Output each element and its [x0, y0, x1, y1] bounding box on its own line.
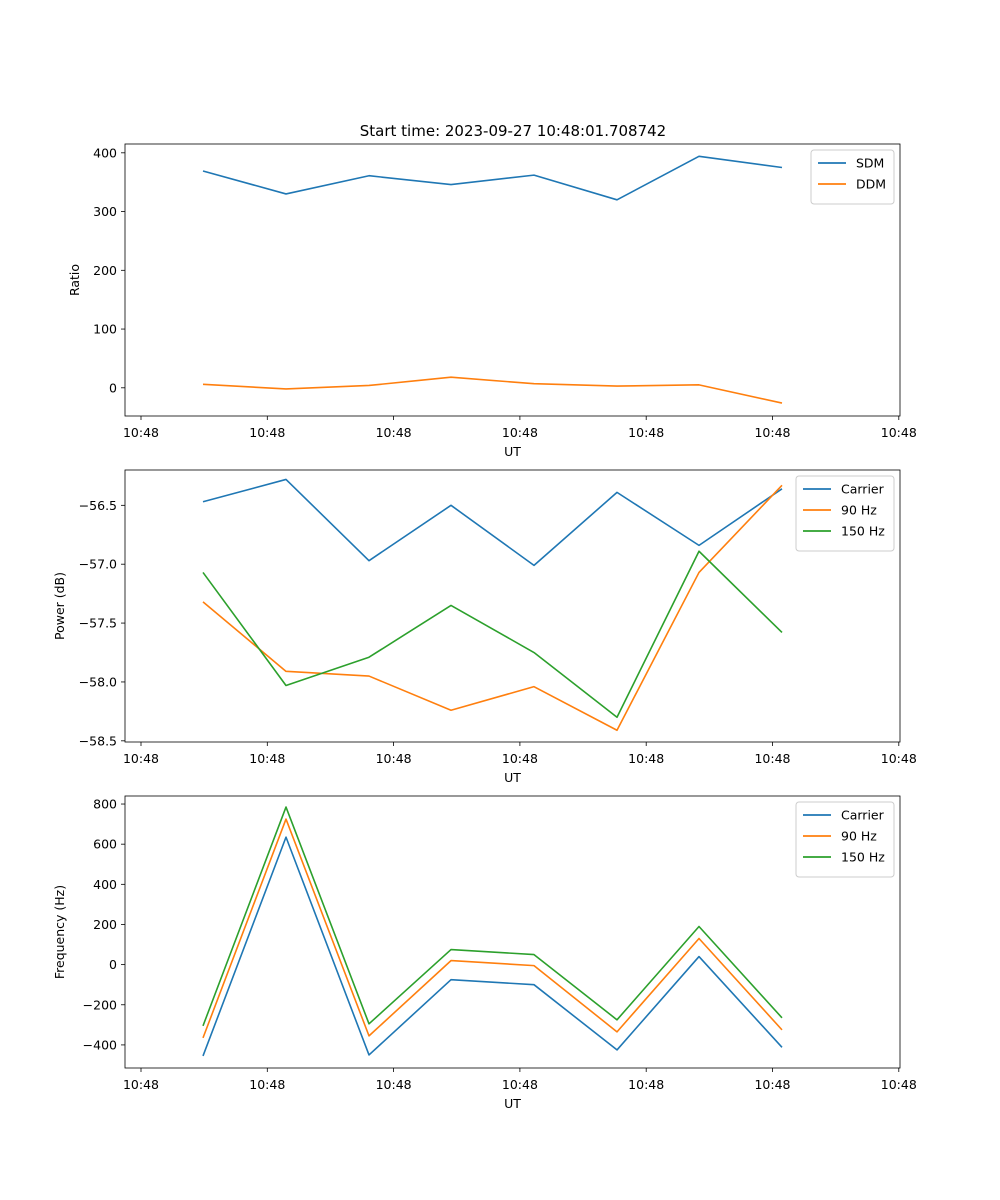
y-axis-label: Power (dB) [52, 572, 67, 640]
y-tick-label: 600 [93, 837, 117, 852]
chart-panel-2: 10:48 10:48 10:48 10:48 10:48 10:48 10:48 −58.5… [52, 469, 917, 785]
series-line-90-hz [202, 818, 783, 1039]
axes-frame [124, 469, 901, 743]
y-tick-label: 400 [93, 877, 117, 892]
x-tick-label: 10:48 [628, 1077, 664, 1092]
series-line-carrier [202, 478, 783, 567]
x-tick-label: 10:48 [376, 751, 412, 766]
legend: SDM DDM [810, 149, 895, 205]
legend-label: 150 Hz [841, 524, 885, 539]
y-tick-label: 100 [93, 322, 117, 337]
y-tick-label: −400 [83, 1037, 117, 1052]
y-axis-label: Ratio [67, 264, 82, 296]
x-tick-label: 10:48 [249, 1077, 285, 1092]
series-line-150-hz [202, 550, 783, 719]
x-tick-label: 10:48 [754, 1077, 790, 1092]
chart-panel-3: 10:48 10:48 10:48 10:48 10:48 10:48 10:48 −400 −… [52, 795, 917, 1111]
y-tick-label: 400 [93, 145, 117, 160]
y-tick-label: 200 [93, 917, 117, 932]
y-tick-label: −58.5 [79, 733, 117, 748]
x-tick-label: 10:48 [881, 425, 917, 440]
legend-label: SDM [856, 156, 884, 171]
x-axis-label: UT [504, 1096, 521, 1111]
y-tick-label: 200 [93, 263, 117, 278]
legend-label: DDM [856, 177, 886, 192]
legend-box [795, 475, 895, 552]
legend: Carrier 90 Hz 150 Hz [795, 475, 895, 552]
legend-box [795, 801, 895, 878]
series-line-sdm [202, 155, 783, 201]
y-tick-label: −56.5 [79, 498, 117, 513]
legend-label: 150 Hz [841, 850, 885, 865]
x-tick-label: 10:48 [881, 1077, 917, 1092]
chart-panel-1: 10:48 10:48 10:48 10:48 10:48 10:48 10:48 0 100 2… [67, 143, 917, 459]
y-tick-label: −57.0 [79, 557, 117, 572]
x-axis-label: UT [504, 444, 521, 459]
x-axis-label: UT [504, 770, 521, 785]
legend: Carrier 90 Hz 150 Hz [795, 801, 895, 878]
y-tick-label: 0 [109, 957, 117, 972]
axes-frame [124, 795, 901, 1069]
x-tick-label: 10:48 [502, 425, 538, 440]
series-line-150-hz [202, 806, 783, 1027]
x-tick-label: 10:48 [123, 1077, 159, 1092]
legend-label: Carrier [841, 482, 885, 497]
legend-label: 90 Hz [841, 829, 877, 844]
x-tick-label: 10:48 [249, 751, 285, 766]
y-tick-label: −57.5 [79, 616, 117, 631]
series-line-90-hz [202, 484, 783, 732]
x-tick-label: 10:48 [502, 1077, 538, 1092]
figure-title: Start time: 2023-09-27 10:48:01.708742 [360, 122, 666, 140]
legend-label: Carrier [841, 808, 885, 823]
series-line-carrier [202, 836, 783, 1057]
x-tick-label: 10:48 [628, 425, 664, 440]
y-tick-label: 0 [109, 380, 117, 395]
x-tick-label: 10:48 [123, 751, 159, 766]
x-tick-label: 10:48 [628, 751, 664, 766]
legend-label: 90 Hz [841, 503, 877, 518]
y-tick-label: −200 [83, 997, 117, 1012]
x-tick-label: 10:48 [249, 425, 285, 440]
x-tick-label: 10:48 [754, 425, 790, 440]
y-tick-label: 300 [93, 204, 117, 219]
charts-container: 10:48 10:48 10:48 10:48 10:48 10:48 10:48 0 100 2… [52, 143, 917, 1111]
x-tick-label: 10:48 [502, 751, 538, 766]
x-tick-label: 10:48 [376, 425, 412, 440]
x-tick-label: 10:48 [754, 751, 790, 766]
x-tick-label: 10:48 [123, 425, 159, 440]
x-tick-label: 10:48 [881, 751, 917, 766]
y-axis-label: Frequency (Hz) [52, 885, 67, 979]
y-tick-label: −58.0 [79, 674, 117, 689]
x-tick-label: 10:48 [376, 1077, 412, 1092]
axes-frame [124, 143, 901, 417]
series-line-ddm [202, 376, 783, 404]
y-tick-label: 800 [93, 797, 117, 812]
